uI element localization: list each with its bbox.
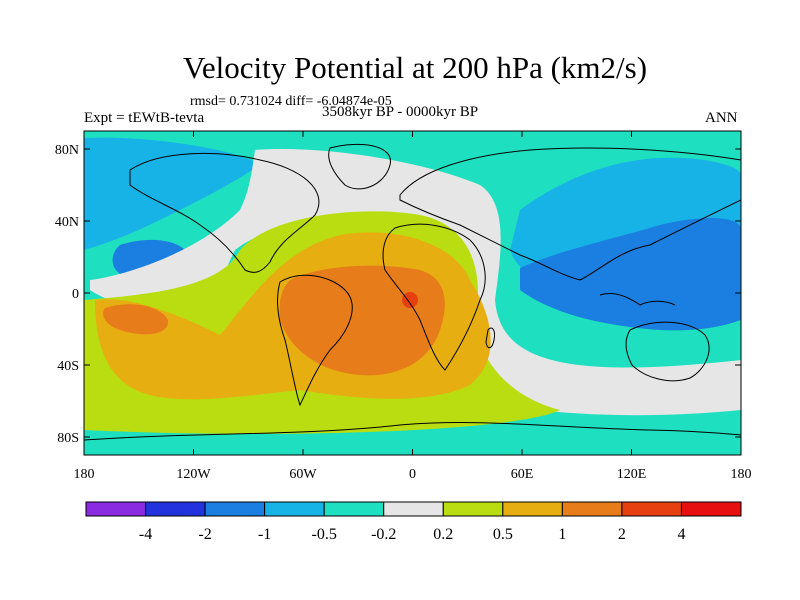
- colorbar-swatch: [85, 501, 147, 517]
- y-tick-label: 0: [72, 287, 79, 302]
- x-tick-label: 180: [731, 467, 752, 482]
- x-axis: 180 120W 60W 0 60E 120E 180: [74, 131, 752, 482]
- y-tick-label: 80N: [55, 143, 79, 158]
- coast-australia: [625, 321, 710, 382]
- colorbar-swatch: [680, 501, 742, 517]
- colorbar-swatch: [561, 501, 623, 517]
- colorbar-label: -4: [139, 526, 152, 543]
- colorbar-label: 4: [677, 526, 685, 543]
- colorbar-label: 2: [618, 526, 626, 543]
- contour-peak: [402, 292, 418, 308]
- colorbar-label: -2: [198, 526, 211, 543]
- colorbar-swatch: [323, 501, 385, 517]
- contour-darkorange-pacific: [103, 304, 169, 335]
- coast-antarctica: [84, 422, 741, 441]
- y-tick-label: 80S: [57, 431, 79, 446]
- colorbar-swatch: [145, 501, 206, 517]
- coast-madagascar: [485, 327, 495, 349]
- colorbar-swatch: [383, 501, 444, 517]
- x-tick-label: 120W: [176, 467, 211, 482]
- colorbar-label: 0.2: [433, 526, 453, 543]
- continent-outlines: [84, 143, 741, 441]
- x-tick-label: 60W: [289, 467, 317, 482]
- x-tick-label: 180: [74, 467, 95, 482]
- coast-eurasia: [399, 147, 741, 281]
- coast-south-america: [277, 274, 353, 407]
- x-tick-label: 120E: [617, 467, 647, 482]
- contour-neutral-band: [90, 149, 741, 416]
- colorbar-swatch: [204, 501, 266, 517]
- contour-fields: [84, 131, 741, 455]
- colorbar-label: -0.5: [312, 526, 337, 543]
- colorbar-swatch: [621, 501, 682, 517]
- colorbar-label: -0.2: [371, 526, 396, 543]
- coast-north-america: [129, 152, 320, 273]
- x-tick-label: 60E: [511, 467, 534, 482]
- colorbar-label: -1: [258, 526, 271, 543]
- colorbar-swatch: [502, 501, 563, 517]
- coast-africa: [382, 223, 486, 371]
- x-tick-label: 0: [409, 467, 416, 482]
- y-tick-label: 40S: [57, 359, 79, 374]
- coast-greenland: [328, 143, 391, 190]
- colorbar-label: 0.5: [493, 526, 513, 543]
- coast-indonesia: [599, 292, 676, 306]
- experiment-label: Expt = tEWtB-tevta: [84, 110, 205, 126]
- y-tick-label: 40N: [55, 215, 79, 230]
- colorbar-swatch: [264, 501, 325, 517]
- stats-subtitle: rmsd= 0.731024 diff= -6.04874e-05: [190, 94, 392, 109]
- colorbar-swatch: [442, 501, 504, 517]
- colorbar: -4 -2 -1 -0.5 -0.2 0.2 0.5 1 2 4: [85, 501, 742, 543]
- contour-blue-indopacific: [520, 218, 741, 331]
- contour-cyan-north: [84, 137, 260, 250]
- colorbar-label: 1: [558, 526, 566, 543]
- period-label: 3508kyr BP - 0000kyr BP: [322, 104, 479, 120]
- season-label: ANN: [705, 110, 738, 126]
- contour-darkorange-america: [279, 265, 445, 376]
- y-axis: 80N 40N 0 40S 80S: [55, 143, 741, 446]
- chart-title: Velocity Potential at 200 hPa (km2/s): [182, 50, 648, 85]
